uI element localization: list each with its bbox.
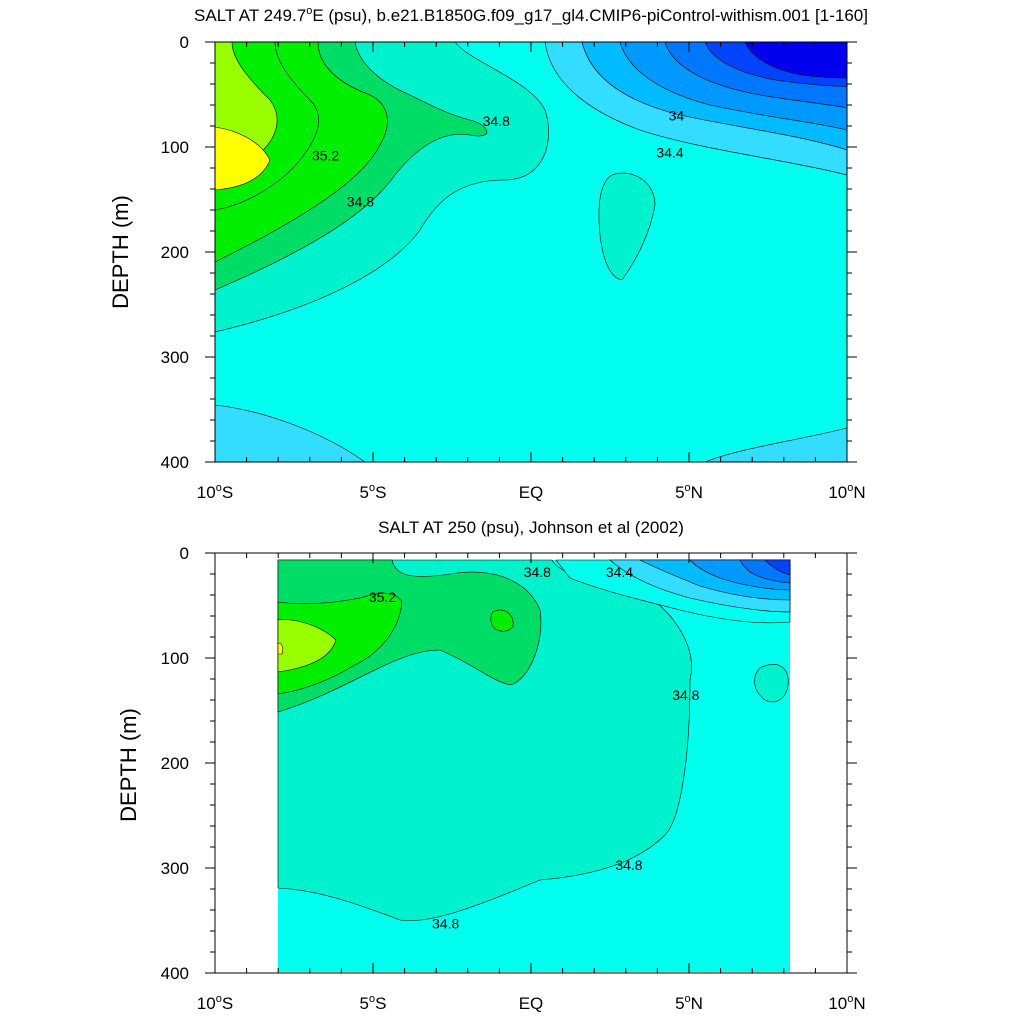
top-y-tick-label: 400 [161, 453, 189, 472]
top-axis-ticks: 10oS 5oS EQ 5oN 10oN 0 100 200 300 400 [161, 33, 866, 502]
top-y-tick-label: 0 [180, 33, 189, 52]
top-x-tick-label: 5oN [675, 482, 703, 502]
top-plot-area [214, 41, 848, 463]
top-contour-label: 34.8 [347, 194, 374, 210]
top-y-tick-label: 300 [161, 348, 189, 367]
bottom-contour-label: 34.8 [615, 857, 642, 873]
top-title: SALT AT 249.7oE (psu), b.e21.B1850G.f09_… [194, 5, 868, 25]
top-y-axis-label: DEPTH (m) [108, 195, 133, 309]
bottom-y-tick-label: 100 [161, 649, 189, 668]
top-contour-label: 34.4 [656, 144, 683, 160]
bottom-fill-33p6 [764, 559, 791, 576]
bottom-fill-35p2 [277, 592, 403, 695]
bottom-contour-label: 34.8 [524, 564, 551, 580]
top-contour-label: 34 [669, 108, 685, 124]
bottom-x-tick-label: 10oN [828, 993, 865, 1013]
bottom-plot-area [277, 559, 791, 972]
bottom-fill-35p0 [277, 559, 542, 713]
bottom-y-tick-label: 0 [180, 544, 189, 563]
bottom-contour-label: 35.2 [369, 589, 396, 605]
top-y-tick-label: 200 [161, 243, 189, 262]
top-x-tick-label: EQ [519, 483, 544, 502]
bottom-y-tick-label: 200 [161, 754, 189, 773]
top-panel: SALT AT 249.7oE (psu), b.e21.B1850G.f09_… [108, 5, 868, 502]
top-fill-bubble [598, 172, 656, 281]
top-contour-label: 34.8 [483, 113, 510, 129]
bottom-contour-labels: 35.2 34.8 34.4 34.8 34.8 34.8 [369, 564, 700, 932]
bottom-x-tick-label: 10oS [197, 993, 233, 1013]
top-contour-labels: 35.2 34.8 34.8 34 34.4 [312, 108, 684, 210]
top-contour-label: 35.2 [312, 147, 339, 163]
bottom-contour-label: 34.8 [432, 916, 459, 932]
bottom-axis-ticks: 10oS 5oS EQ 5oN 10oN 0 100 200 300 400 [161, 544, 866, 1013]
bottom-x-tick-label: 5oS [360, 993, 387, 1013]
bottom-panel: SALT AT 250 (psu), Johnson et al (2002) [116, 518, 866, 1013]
bottom-fill-35p4 [277, 619, 337, 673]
bottom-contour-label: 34.8 [672, 687, 699, 703]
bottom-fill-35p6 [277, 642, 284, 655]
bottom-x-tick-label: 5oN [675, 993, 703, 1013]
bottom-y-tick-label: 300 [161, 859, 189, 878]
top-fill-33p6 [744, 41, 848, 79]
top-y-tick-label: 100 [161, 138, 189, 157]
bottom-y-axis-label: DEPTH (m) [116, 708, 141, 822]
bottom-fill-bubble-east [754, 664, 789, 703]
bottom-title: SALT AT 250 (psu), Johnson et al (2002) [378, 518, 684, 537]
top-fill-35p8 [214, 126, 271, 191]
bottom-y-tick-label: 400 [161, 964, 189, 983]
bottom-x-tick-label: EQ [519, 994, 544, 1013]
top-x-tick-label: 5oS [360, 482, 387, 502]
bottom-fill-bubble-center [490, 609, 514, 632]
bottom-contour-label: 34.4 [606, 564, 633, 580]
top-x-tick-label: 10oS [197, 482, 233, 502]
top-x-tick-label: 10oN [828, 482, 865, 502]
